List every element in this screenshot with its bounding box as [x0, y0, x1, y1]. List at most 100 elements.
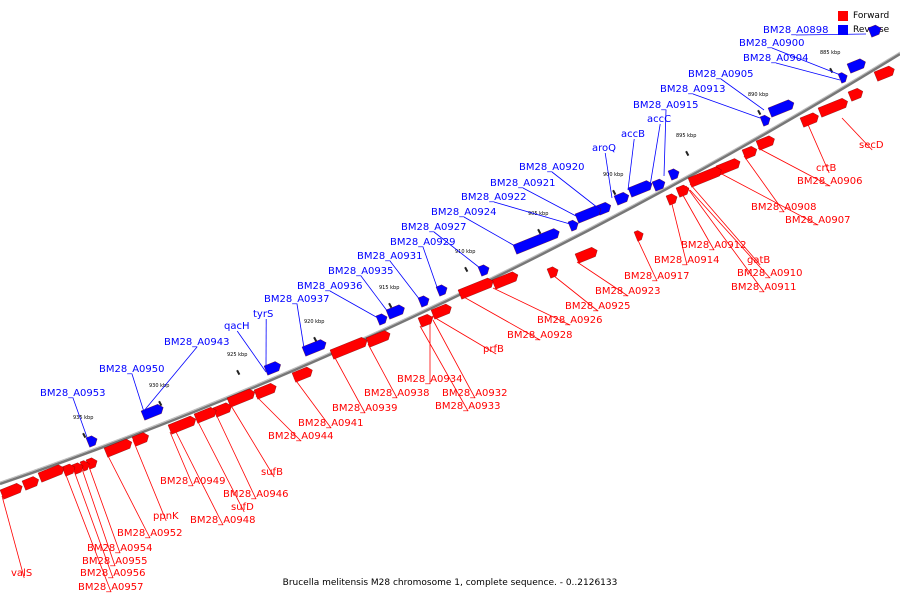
forward-gene-label[interactable]: BM28_A0907 [785, 215, 851, 226]
reverse-gene-label[interactable]: BM28_A0929 [390, 237, 456, 248]
forward-gene-block[interactable] [633, 229, 645, 242]
reverse-gene-label[interactable]: accC [647, 114, 671, 125]
reverse-gene-block[interactable] [512, 227, 561, 255]
reverse-gene-block[interactable] [140, 403, 165, 421]
forward-gene-label[interactable]: BM28_A0941 [298, 418, 364, 429]
forward-gene-label[interactable]: BM28_A0944 [268, 431, 334, 442]
forward-gene-label[interactable]: sufD [231, 502, 254, 513]
reverse-gene-block[interactable] [767, 98, 796, 118]
reverse-gene-label[interactable]: BM28_A0931 [357, 251, 423, 262]
forward-gene-label[interactable]: BM28_A0906 [797, 176, 863, 187]
forward-gene-label[interactable]: BM28_A0954 [87, 543, 153, 554]
reverse-gene-label[interactable]: accB [621, 129, 645, 140]
forward-gene-block[interactable] [491, 270, 520, 290]
forward-gene-label[interactable]: BM28_A0939 [332, 403, 398, 414]
reverse-gene-label[interactable]: BM28_A0922 [461, 192, 527, 203]
forward-gene-block[interactable] [675, 184, 691, 198]
reverse-gene-block[interactable] [867, 24, 883, 38]
reverse-gene-block[interactable] [574, 204, 603, 224]
forward-gene-block[interactable] [799, 111, 820, 128]
reverse-gene-label[interactable]: BM28_A0937 [264, 294, 330, 305]
reverse-gene-block[interactable] [567, 219, 580, 232]
forward-gene-label[interactable]: BM28_A0932 [442, 388, 508, 399]
forward-gene-block[interactable] [291, 366, 314, 383]
reverse-gene-label[interactable]: BM28_A0927 [401, 222, 467, 233]
forward-gene-label[interactable]: ppnK [153, 511, 179, 522]
forward-gene-block[interactable] [167, 415, 198, 435]
forward-gene-label[interactable]: BM28_A0917 [624, 271, 690, 282]
forward-gene-label[interactable]: BM28_A0912 [681, 240, 747, 251]
forward-gene-label[interactable]: BM28_A0925 [565, 301, 631, 312]
forward-gene-block[interactable] [457, 277, 495, 300]
forward-gene-block[interactable] [817, 97, 850, 118]
reverse-gene-label[interactable]: BM28_A0913 [660, 84, 726, 95]
reverse-gene-label[interactable]: BM28_A0898 [763, 25, 829, 36]
forward-gene-block[interactable] [21, 475, 41, 491]
reverse-gene-label[interactable]: BM28_A0950 [99, 364, 165, 375]
reverse-gene-label[interactable]: aroQ [592, 143, 616, 154]
forward-gene-label[interactable]: BM28_A0911 [731, 282, 797, 293]
forward-gene-label[interactable]: BM28_A0952 [117, 528, 183, 539]
reverse-gene-block[interactable] [417, 294, 431, 308]
reverse-gene-label[interactable]: qacH [224, 321, 250, 332]
reverse-gene-label[interactable]: BM28_A0943 [164, 337, 230, 348]
reverse-gene-label[interactable]: tyrS [253, 309, 273, 320]
reverse-gene-block[interactable] [613, 191, 631, 206]
reverse-gene-label[interactable]: BM28_A0915 [633, 100, 699, 111]
forward-gene-block[interactable] [847, 87, 865, 102]
forward-gene-label[interactable]: BM28_A0933 [435, 401, 501, 412]
reverse-gene-label[interactable]: BM28_A0953 [40, 388, 106, 399]
reverse-gene-block[interactable] [477, 263, 491, 277]
forward-gene-label[interactable]: BM28_A0938 [364, 388, 430, 399]
forward-gene-block[interactable] [212, 401, 233, 418]
reverse-gene-label[interactable]: BM28_A0935 [328, 266, 394, 277]
forward-gene-label[interactable]: prfB [483, 344, 504, 355]
forward-gene-block[interactable] [103, 438, 134, 458]
forward-gene-block[interactable] [873, 65, 896, 82]
forward-gene-label[interactable]: BM28_A0949 [160, 476, 226, 487]
reverse-gene-block[interactable] [385, 303, 406, 320]
reverse-gene-block[interactable] [301, 338, 328, 357]
forward-gene-label[interactable]: BM28_A0946 [223, 489, 289, 500]
reverse-gene-label[interactable]: BM28_A0924 [431, 207, 497, 218]
forward-gene-label[interactable]: BM28_A0956 [80, 568, 146, 579]
reverse-gene-label[interactable]: BM28_A0920 [519, 162, 585, 173]
forward-gene-label[interactable]: BM28_A0923 [595, 286, 661, 297]
forward-gene-block[interactable] [546, 265, 560, 279]
forward-gene-block[interactable] [329, 336, 369, 360]
reverse-gene-label[interactable]: BM28_A0900 [739, 38, 805, 49]
reverse-gene-block[interactable] [263, 360, 283, 376]
reverse-gene-label[interactable]: BM28_A0936 [297, 281, 363, 292]
forward-gene-label[interactable]: BM28_A0928 [507, 330, 573, 341]
reverse-gene-block[interactable] [435, 283, 449, 297]
forward-gene-label[interactable]: BM28_A0908 [751, 202, 817, 213]
forward-gene-label[interactable]: BM28_A0910 [737, 268, 803, 279]
forward-gene-block[interactable] [665, 192, 679, 206]
forward-gene-block[interactable] [0, 482, 24, 500]
reverse-gene-block[interactable] [85, 434, 99, 448]
reverse-gene-label[interactable]: BM28_A0905 [688, 69, 754, 80]
forward-gene-label[interactable]: BM28_A0957 [78, 582, 144, 593]
reverse-gene-block[interactable] [375, 312, 389, 326]
forward-gene-label[interactable]: BM28_A0934 [397, 374, 463, 385]
forward-gene-block[interactable] [79, 459, 91, 472]
forward-gene-block[interactable] [37, 463, 66, 483]
forward-gene-label[interactable]: valS [11, 568, 32, 579]
forward-gene-label[interactable]: BM28_A0914 [654, 255, 720, 266]
reverse-gene-block[interactable] [846, 57, 867, 74]
forward-gene-label[interactable]: BM28_A0926 [537, 315, 603, 326]
forward-gene-label[interactable]: gatB [747, 255, 770, 266]
reverse-gene-block[interactable] [627, 179, 654, 198]
forward-gene-label[interactable]: BM28_A0955 [82, 556, 148, 567]
forward-gene-label[interactable]: secD [859, 140, 884, 151]
reverse-gene-block[interactable] [667, 167, 681, 181]
forward-gene-block[interactable] [430, 303, 453, 320]
reverse-gene-label[interactable]: BM28_A0921 [490, 178, 556, 189]
reverse-gene-block[interactable] [759, 114, 772, 127]
forward-gene-label[interactable]: BM28_A0948 [190, 515, 256, 526]
forward-gene-block[interactable] [253, 382, 278, 400]
forward-gene-label[interactable]: sufB [261, 467, 283, 478]
reverse-gene-block[interactable] [651, 178, 667, 192]
reverse-gene-label[interactable]: BM28_A0904 [743, 53, 809, 64]
forward-gene-block[interactable] [417, 313, 435, 328]
